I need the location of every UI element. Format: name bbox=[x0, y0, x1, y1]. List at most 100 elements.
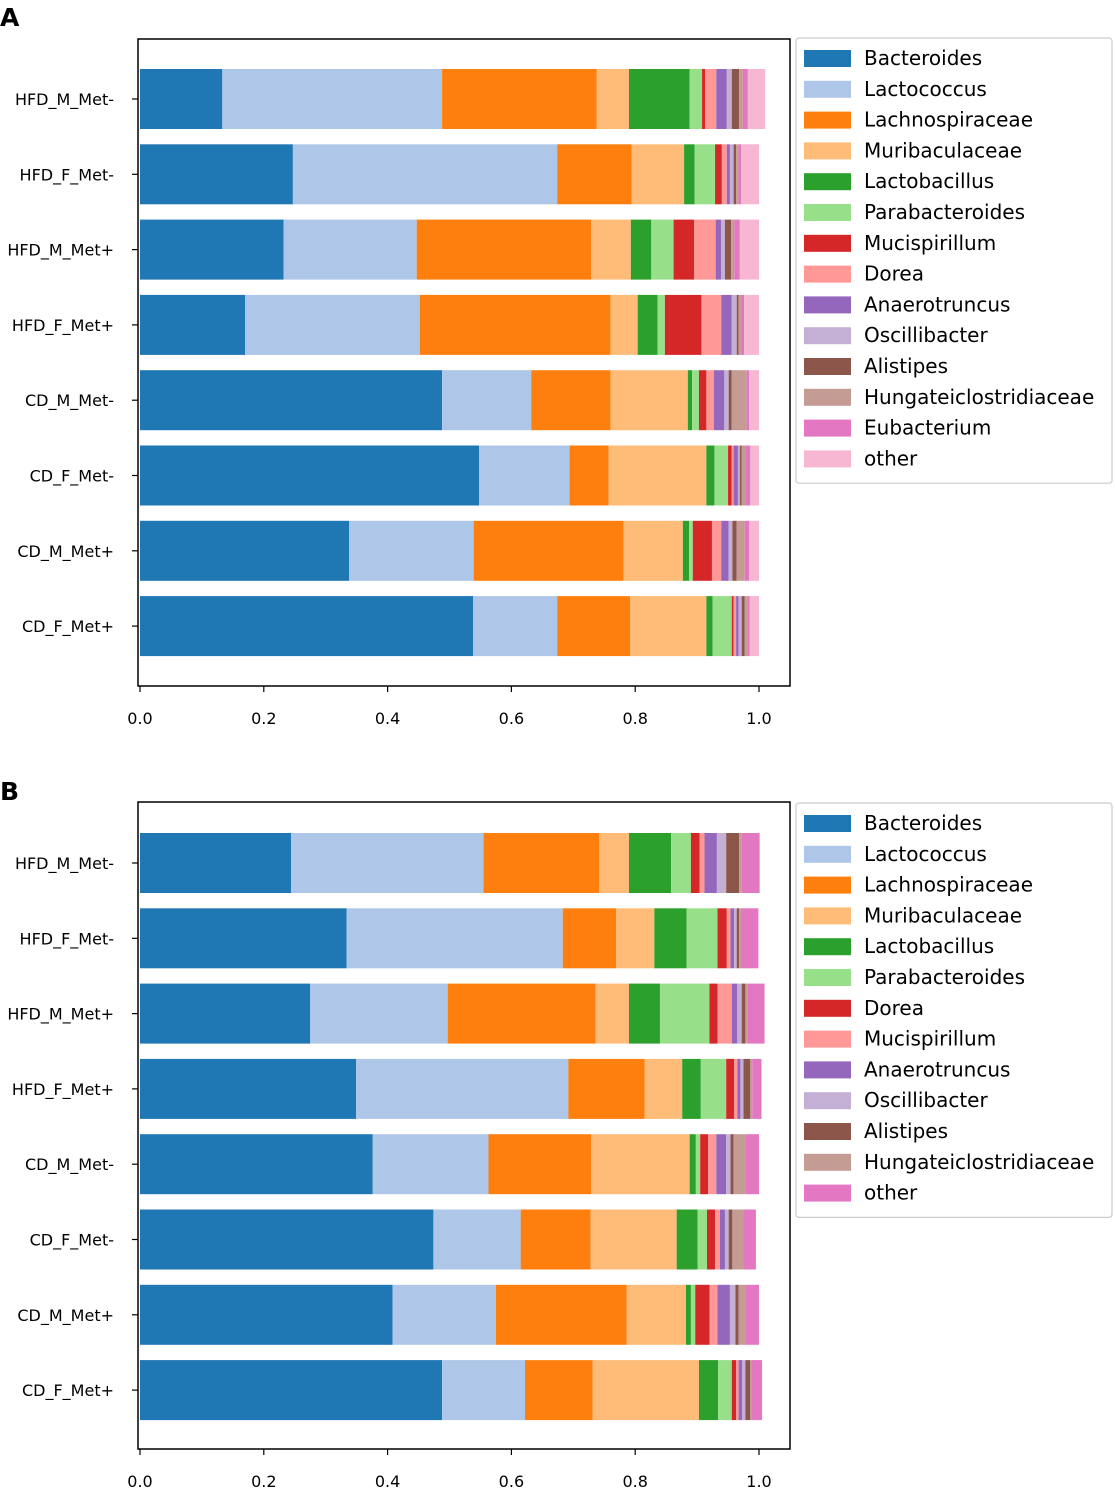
panel-b-xtick-label: 0.2 bbox=[251, 1472, 276, 1488]
panel-a-bar-hfd-f-met-lactococcus bbox=[292, 144, 558, 205]
panel-b-legend-label-lactococcus: Lactococcus bbox=[864, 842, 987, 866]
panel-b-bar-hfd-m-met-alistipes bbox=[741, 983, 746, 1044]
panel-a-legend-swatch-lachnospiraceae bbox=[804, 111, 851, 129]
panel-b-bar-cd-m-met-parabacteroides bbox=[695, 1134, 701, 1195]
panel-b-bar-cd-m-met-dorea bbox=[700, 1134, 709, 1195]
panel-b-bar-cd-f-met-lactococcus bbox=[442, 1360, 526, 1421]
panel-a-bar-cd-f-met-muribaculaceae bbox=[608, 445, 707, 506]
panel-b-bar-hfd-m-met-other bbox=[747, 983, 765, 1044]
panel-b-bar-hfd-f-met-oscillibacter bbox=[734, 908, 737, 969]
panel-a-bar-cd-m-met-mucispirillum bbox=[692, 520, 712, 581]
panel-b-bar-hfd-f-met-dorea bbox=[717, 908, 727, 969]
panel-b-legend-label-hungateiclostridiaceae: Hungateiclostridiaceae bbox=[864, 1150, 1094, 1174]
panel-b-legend-swatch-lactobacillus bbox=[804, 938, 851, 956]
panel-b-bar-hfd-m-met-lachnospiraceae bbox=[447, 983, 596, 1044]
panel-b-bar-cd-m-met-alistipes bbox=[730, 1134, 734, 1195]
panel-a-bar-cd-f-met-eubacterium bbox=[747, 596, 750, 657]
panel-b-legend-swatch-parabacteroides bbox=[804, 969, 851, 986]
panel-b-bar-hfd-f-met-alistipes bbox=[743, 1058, 751, 1119]
panel-b-bar-cd-f-met-dorea bbox=[731, 1360, 737, 1421]
panel-b-bar-hfd-f-met-other bbox=[752, 1058, 762, 1119]
panel-a-bar-hfd-f-met-alistipes bbox=[736, 294, 739, 355]
panel-a-bar-cd-m-met-muribaculaceae bbox=[623, 520, 683, 581]
panel-b-bar-hfd-f-met-parabacteroides bbox=[700, 1058, 727, 1119]
panel-a-bar-hfd-f-met-bacteroides bbox=[140, 294, 246, 355]
panel-b-legend-label-other: other bbox=[864, 1181, 918, 1205]
panel-b-legend-label-bacteroides: Bacteroides bbox=[864, 811, 982, 835]
panel-a-bar-cd-f-met-lactococcus bbox=[479, 445, 570, 506]
panel-b-legend-swatch-lachnospiraceae bbox=[804, 876, 851, 894]
panel-a-legend-label-lactobacillus: Lactobacillus bbox=[864, 169, 994, 193]
panel-b-xtick-label: 0.4 bbox=[375, 1472, 400, 1488]
panel-a-bar-cd-m-met-lactococcus bbox=[442, 370, 532, 431]
panel-b-legend-label-lactobacillus: Lactobacillus bbox=[864, 934, 994, 958]
panel-a-bar-hfd-f-met-lachnospiraceae bbox=[557, 144, 632, 205]
panel-a-bar-cd-m-met-alistipes bbox=[732, 520, 737, 581]
panel-b-bar-cd-m-met-other bbox=[746, 1284, 759, 1345]
panel-b-legend-swatch-hungateiclostridiaceae bbox=[804, 1153, 851, 1171]
panel-a-bar-cd-f-met-anaerotruncus bbox=[733, 445, 738, 506]
panel-a-bar-hfd-f-met-anaerotruncus bbox=[721, 294, 732, 355]
panel-a-xtick-label: 1.0 bbox=[746, 709, 771, 728]
panel-b-bar-cd-m-met-lactococcus bbox=[372, 1134, 489, 1195]
panel-b-bar-cd-m-met-oscillibacter bbox=[726, 1134, 731, 1195]
panel-b-bar-cd-f-met-muribaculaceae bbox=[592, 1360, 699, 1421]
panel-a-bar-hfd-f-met-hungateiclostridiaceae bbox=[738, 294, 742, 355]
panel-a-bar-cd-m-met-hungateiclostridiaceae bbox=[731, 370, 747, 431]
panel-b-bar-hfd-m-met-lactococcus bbox=[291, 833, 484, 893]
panel-b-bar-cd-m-met-bacteroides bbox=[140, 1134, 373, 1195]
panel-b-bar-hfd-m-met-anaerotruncus bbox=[731, 983, 738, 1044]
panel-b-legend-label-anaerotruncus: Anaerotruncus bbox=[864, 1057, 1010, 1081]
panel-b-xtick-label: 0.0 bbox=[127, 1472, 152, 1488]
panel-a-legend-swatch-parabacteroides bbox=[804, 204, 851, 221]
panel-a-bar-hfd-m-met-oscillibacter bbox=[726, 69, 732, 129]
panel-b-bar-hfd-f-met-lactococcus bbox=[356, 1058, 569, 1119]
panel-a-legend-swatch-lactobacillus bbox=[804, 173, 851, 191]
panel-a-bar-cd-f-met-lactobacillus bbox=[706, 596, 713, 657]
panel-a-bar-hfd-m-met-alistipes bbox=[724, 219, 732, 280]
panel-b-bar-hfd-f-met-muribaculaceae bbox=[644, 1058, 683, 1119]
panel-a-bar-cd-f-met-dorea bbox=[733, 596, 737, 657]
panel-a-legend-label-hungateiclostridiaceae: Hungateiclostridiaceae bbox=[864, 385, 1094, 409]
panel-b-ytick-label: HFD_M_Met- bbox=[15, 854, 114, 874]
panel-a-legend-label-mucispirillum: Mucispirillum bbox=[864, 231, 996, 255]
panel-a-bar-hfd-f-met-mucispirillum bbox=[664, 294, 702, 355]
panel-a-bar-cd-m-met-parabacteroides bbox=[689, 520, 693, 581]
panel-b-bar-hfd-m-met-lactobacillus bbox=[629, 833, 672, 893]
panel-a-bar-hfd-f-met-other bbox=[744, 294, 759, 355]
panel-b-bar-hfd-m-met-lactobacillus bbox=[629, 983, 660, 1044]
panel-b-bar-hfd-f-met-lactobacillus bbox=[654, 908, 687, 969]
panel-a-bar-hfd-m-met-lactococcus bbox=[222, 69, 443, 129]
chart-panel-a: HFD_M_Met- HFD_F_Met- HFD_M_Met+ HFD_F_Met+… bbox=[7, 37, 1113, 728]
panel-b-legend-label-lachnospiraceae: Lachnospiraceae bbox=[864, 873, 1033, 897]
panel-b-bar-cd-m-met-muribaculaceae bbox=[626, 1284, 686, 1345]
panel-a-legend-label-lactococcus: Lactococcus bbox=[864, 77, 987, 101]
panel-a-bar-cd-f-met-parabacteroides bbox=[714, 445, 729, 506]
panel-a-bar-cd-m-met-lactococcus bbox=[349, 520, 474, 581]
panel-a-bar-hfd-f-met-eubacterium bbox=[741, 294, 745, 355]
panel-a-bar-hfd-f-met-parabacteroides bbox=[657, 294, 665, 355]
panel-a-bar-hfd-m-met-other bbox=[747, 69, 766, 129]
panel-a-bar-cd-f-met-mucispirillum bbox=[731, 596, 734, 657]
panel-a-bar-cd-m-met-other bbox=[749, 520, 759, 581]
panel-a-bar-cd-m-met-lachnospiraceae bbox=[531, 370, 611, 431]
panel-a-legend-label-dorea: Dorea bbox=[864, 262, 924, 286]
panel-a-ytick-label: CD_F_Met- bbox=[30, 467, 114, 487]
panel-b-xtick-label: 0.6 bbox=[499, 1472, 524, 1488]
panel-a-legend-swatch-lactococcus bbox=[804, 80, 851, 98]
panel-b-legend-label-dorea: Dorea bbox=[864, 996, 924, 1020]
panel-a-bar-hfd-f-met-other bbox=[741, 144, 759, 205]
chart-panel-b: HFD_M_Met- HFD_F_Met- HFD_M_Met+ HFD_F_Met+… bbox=[7, 801, 1113, 1488]
panel-b-bar-hfd-f-met-muribaculaceae bbox=[616, 908, 655, 969]
panel-b-bar-cd-f-met-mucispirillum bbox=[715, 1209, 721, 1270]
panel-b-bar-cd-m-met-lactobacillus bbox=[689, 1134, 696, 1195]
panel-a-bar-hfd-m-met-muribaculaceae bbox=[596, 69, 630, 129]
panel-a-legend-label-eubacterium: Eubacterium bbox=[864, 416, 991, 440]
panel-b-bar-cd-f-met-hungateiclostridiaceae bbox=[732, 1209, 744, 1270]
panel-a-bar-hfd-f-met-lachnospiraceae bbox=[419, 294, 611, 355]
panel-a-bar-hfd-f-met-oscillibacter bbox=[729, 144, 734, 205]
panel-b-bar-cd-f-met-muribaculaceae bbox=[590, 1209, 677, 1270]
panel-a-bar-hfd-m-met-lactobacillus bbox=[630, 219, 652, 280]
panel-b-bar-hfd-f-met-parabacteroides bbox=[686, 908, 718, 969]
panel-a-bar-hfd-m-met-lachnospiraceae bbox=[442, 69, 597, 129]
